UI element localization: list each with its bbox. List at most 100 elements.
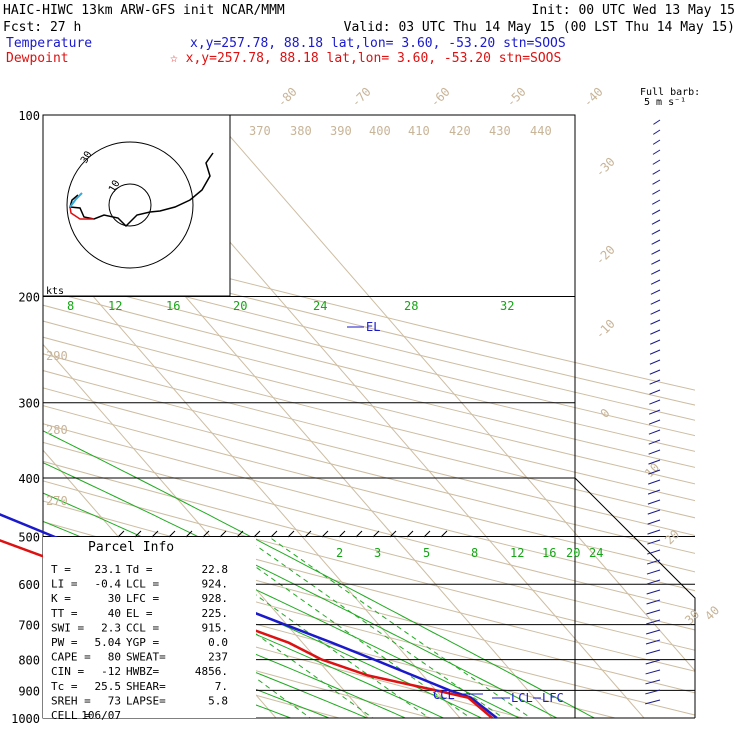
parcel-info-cell: CCL = — [126, 621, 159, 634]
hatch-tick — [185, 530, 193, 538]
hatch-tick — [304, 530, 312, 538]
wind-barb — [647, 549, 661, 555]
parcel-info-cell: T = — [51, 563, 71, 576]
moist-adiabat-label: 20 — [233, 299, 247, 313]
wind-barb — [647, 489, 661, 495]
dry-adiabat-line — [43, 230, 695, 391]
hatch-tick — [321, 530, 329, 538]
parcel-info-cell: 25.5 — [95, 680, 122, 693]
dry-adiabat-line — [43, 336, 695, 502]
wind-barb — [646, 579, 661, 585]
wind-barb — [651, 219, 661, 225]
wind-barb — [647, 529, 661, 535]
dry-adiabat-line — [43, 244, 695, 406]
wind-barb — [648, 419, 661, 425]
hodograph-label-10: 10 — [107, 179, 123, 195]
hatch-tick — [134, 530, 142, 538]
dewpoint-profile — [0, 539, 494, 719]
wind-barb — [652, 189, 661, 195]
hodograph-low-level — [69, 206, 94, 220]
hatch-tick — [440, 530, 448, 538]
isotherm-label: 40 — [702, 603, 722, 623]
hatch-tick — [219, 530, 227, 538]
isotherm-label: -40 — [581, 85, 606, 110]
wind-barb — [650, 339, 661, 345]
isotherm-line — [43, 237, 461, 718]
moist-adiabat-label: 28 — [404, 299, 418, 313]
wind-barb — [646, 599, 661, 605]
hatch-tick — [151, 530, 159, 538]
wind-barb — [648, 449, 661, 455]
hodograph-ring-30 — [66, 141, 194, 269]
wind-barb — [653, 119, 661, 125]
pressure-label: 100 — [18, 109, 40, 123]
wind-barb — [647, 519, 661, 525]
moist-adiabat-label: 12 — [108, 299, 122, 313]
wind-barb — [648, 479, 661, 485]
wind-barb — [647, 499, 661, 505]
mixing-ratio-label: 20 — [566, 546, 580, 560]
moist-adiabat-line — [43, 492, 521, 718]
dry-adiabat-line — [43, 460, 695, 631]
wind-barb — [649, 379, 661, 385]
wind-barb — [646, 619, 661, 625]
pressure-label: 300 — [18, 397, 40, 411]
hatch-tick — [287, 530, 295, 538]
mixing-ratio-label: 12 — [510, 546, 524, 560]
hatch-tick — [372, 530, 380, 538]
wind-barb — [645, 649, 661, 655]
parcel-info-cell: -0.4 — [95, 578, 122, 591]
lfc-label: LFC — [542, 691, 564, 705]
dry-adiabat-line — [43, 320, 695, 485]
pressure-label: 400 — [18, 472, 40, 486]
wind-barb — [647, 509, 661, 515]
wind-barb — [646, 589, 661, 595]
moist-adiabat-label: 8 — [67, 299, 74, 313]
theta-labels: 290 280 270 — [46, 349, 68, 508]
parcel-info-cell: SREH = — [51, 694, 91, 707]
theta-label: 270 — [46, 494, 68, 508]
parcel-info-cell: LAPSE= — [126, 694, 166, 707]
wind-barb — [652, 169, 661, 175]
parcel-info-cell: SWEAT= — [126, 651, 166, 664]
pressure-label: 500 — [18, 530, 40, 544]
moist-adiabat-labels: 8 12 16 20 24 28 32 — [67, 299, 514, 313]
wind-barb — [645, 669, 661, 675]
mixing-ratio-label: 16 — [542, 546, 556, 560]
wind-barb — [649, 359, 661, 365]
wind-barbs — [645, 119, 661, 705]
mixing-ratio-label: 24 — [589, 546, 603, 560]
wind-barb — [645, 659, 661, 665]
parcel-info-panel: Parcel Info T = 23.1 Td = 22.8 LI = -0.4 LCL =… — [43, 530, 448, 722]
wind-barb — [652, 139, 661, 145]
hodograph-ring-10 — [108, 183, 152, 227]
theta-e-labels: 370 380 390 400 410 420 430 440 — [249, 124, 552, 138]
isotherm-line — [210, 115, 695, 672]
theta-e-label: 380 — [290, 124, 312, 138]
wind-barb — [651, 209, 661, 215]
hatch-tick — [355, 530, 363, 538]
mixing-ratio-label: 2 — [336, 546, 343, 560]
wind-barb — [651, 249, 661, 255]
parcel-info-cell: 106/07 — [81, 709, 121, 722]
parcel-info-cell: HWBZ= — [126, 665, 159, 678]
hatch-tick — [389, 530, 397, 538]
wind-barb — [651, 229, 661, 235]
parcel-info-cell: 4856. — [195, 665, 228, 678]
hatch-tick — [202, 530, 210, 538]
temperature-profile — [0, 513, 498, 719]
temperature-legend: Temperature — [6, 36, 92, 51]
wind-barb — [652, 179, 661, 185]
wind-barb — [651, 259, 661, 265]
mixing-ratio-label: 3 — [374, 546, 381, 560]
parcel-info-cell: SWI = — [51, 621, 84, 634]
hatch-tick — [406, 530, 414, 538]
parcel-info-cell: TT = — [51, 607, 78, 620]
isotherm-label: -70 — [349, 85, 374, 110]
parcel-info-cell: 237 — [208, 651, 228, 664]
moist-adiabat-label: 32 — [500, 299, 514, 313]
hatch-tick — [236, 530, 244, 538]
theta-label: 290 — [46, 349, 68, 363]
theta-e-label: 400 — [369, 124, 391, 138]
